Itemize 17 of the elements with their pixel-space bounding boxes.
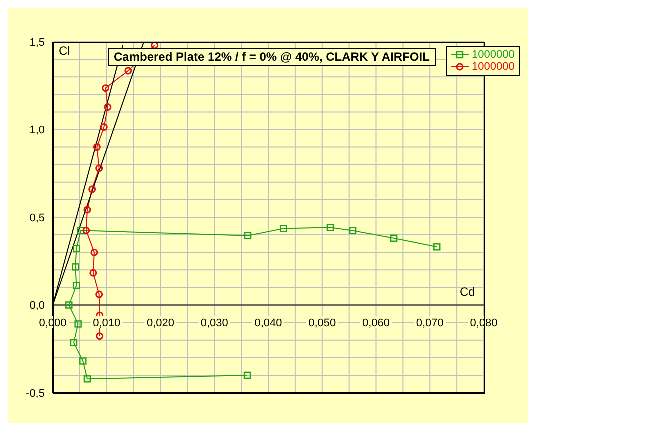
x-axis-title: Cd [460,285,476,300]
x-tick-label: 0,020 [146,317,175,330]
y-tick-label: 1,5 [30,36,45,49]
y-tick-label: -0,5 [26,388,45,400]
x-tick-label: 0,030 [200,317,228,330]
x-tick-label: 0,070 [416,317,444,330]
x-tick-label: 0,010 [93,317,121,330]
y-axis-title: Cl [59,44,70,58]
x-tick-label: 0,050 [308,317,336,330]
y-tick-label: 0,0 [30,300,45,312]
legend-label: 1000000 [472,49,515,61]
x-tick-label: 0,060 [362,317,390,330]
y-tick-label: 1,0 [30,124,45,137]
legend-label: 1000000 [472,61,515,73]
x-tick-label: 0,040 [254,317,282,330]
text: Cambered Plate 12% / f = 0% @ 40%, CLARK Y AIRFOIL [108,48,436,66]
y-tick-label: 0,5 [30,212,45,224]
